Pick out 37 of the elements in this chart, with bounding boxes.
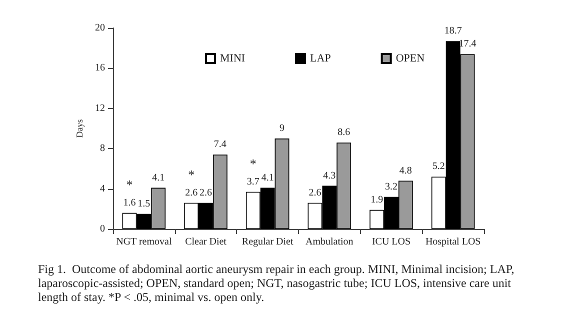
caption: Fig 1. Outcome of abdominal aortic aneurysm repair in each group. MINI, Minimal incision; LAP, laparoscopic-assisted; OPEN, standard open; NGT, nasogastric tube; ICU LOS, intensive care unit length of stay. *P < .05, minimal vs. open only. xyxy=(38,262,518,304)
data-label: 8.6 xyxy=(338,127,350,138)
annotation: * xyxy=(126,176,133,192)
y-tick-label: 0 xyxy=(100,224,105,234)
legend-label: MINI xyxy=(220,52,246,64)
data-label: 1.9 xyxy=(370,194,384,206)
data-label: 4.3 xyxy=(323,170,336,182)
y-axis-title: Days xyxy=(74,118,85,138)
x-tick-label: ICU LOS xyxy=(372,236,411,248)
annotation: * xyxy=(250,156,256,171)
y-tick-label: 12 xyxy=(95,102,105,114)
y-tick-label: 4 xyxy=(100,183,105,194)
legend-label: OPEN xyxy=(396,52,425,64)
x-tick-label: Clear Diet xyxy=(185,236,227,248)
legend-label: LAP xyxy=(310,52,331,64)
data-label: 2.6 xyxy=(308,187,322,198)
y-tick-label: 16 xyxy=(95,62,105,74)
data-label: 7.4 xyxy=(214,139,226,150)
x-tick-label: Ambulation xyxy=(306,236,354,248)
data-label: 3.7 xyxy=(246,176,260,188)
y-tick-label: 20 xyxy=(95,22,105,34)
data-label: 9 xyxy=(280,123,285,134)
data-label: 2.6 xyxy=(185,187,198,198)
x-tick-label: Hospital LOS xyxy=(425,236,481,248)
annotation: * xyxy=(188,166,195,182)
data-label: 4.1 xyxy=(152,172,165,184)
data-label: 2.6 xyxy=(200,187,212,198)
x-tick-label: Regular Diet xyxy=(242,236,294,248)
data-label: 1.6 xyxy=(123,197,136,208)
data-label: 1.5 xyxy=(138,198,150,210)
data-label: 3.2 xyxy=(385,181,398,192)
data-label: 4.1 xyxy=(261,172,274,184)
x-tick-label: NGT removal xyxy=(116,236,172,248)
y-tick-label: 8 xyxy=(100,143,105,154)
data-label: 5.2 xyxy=(432,161,445,172)
data-label: 4.8 xyxy=(399,165,412,176)
data-label: 18.7 xyxy=(444,26,462,37)
